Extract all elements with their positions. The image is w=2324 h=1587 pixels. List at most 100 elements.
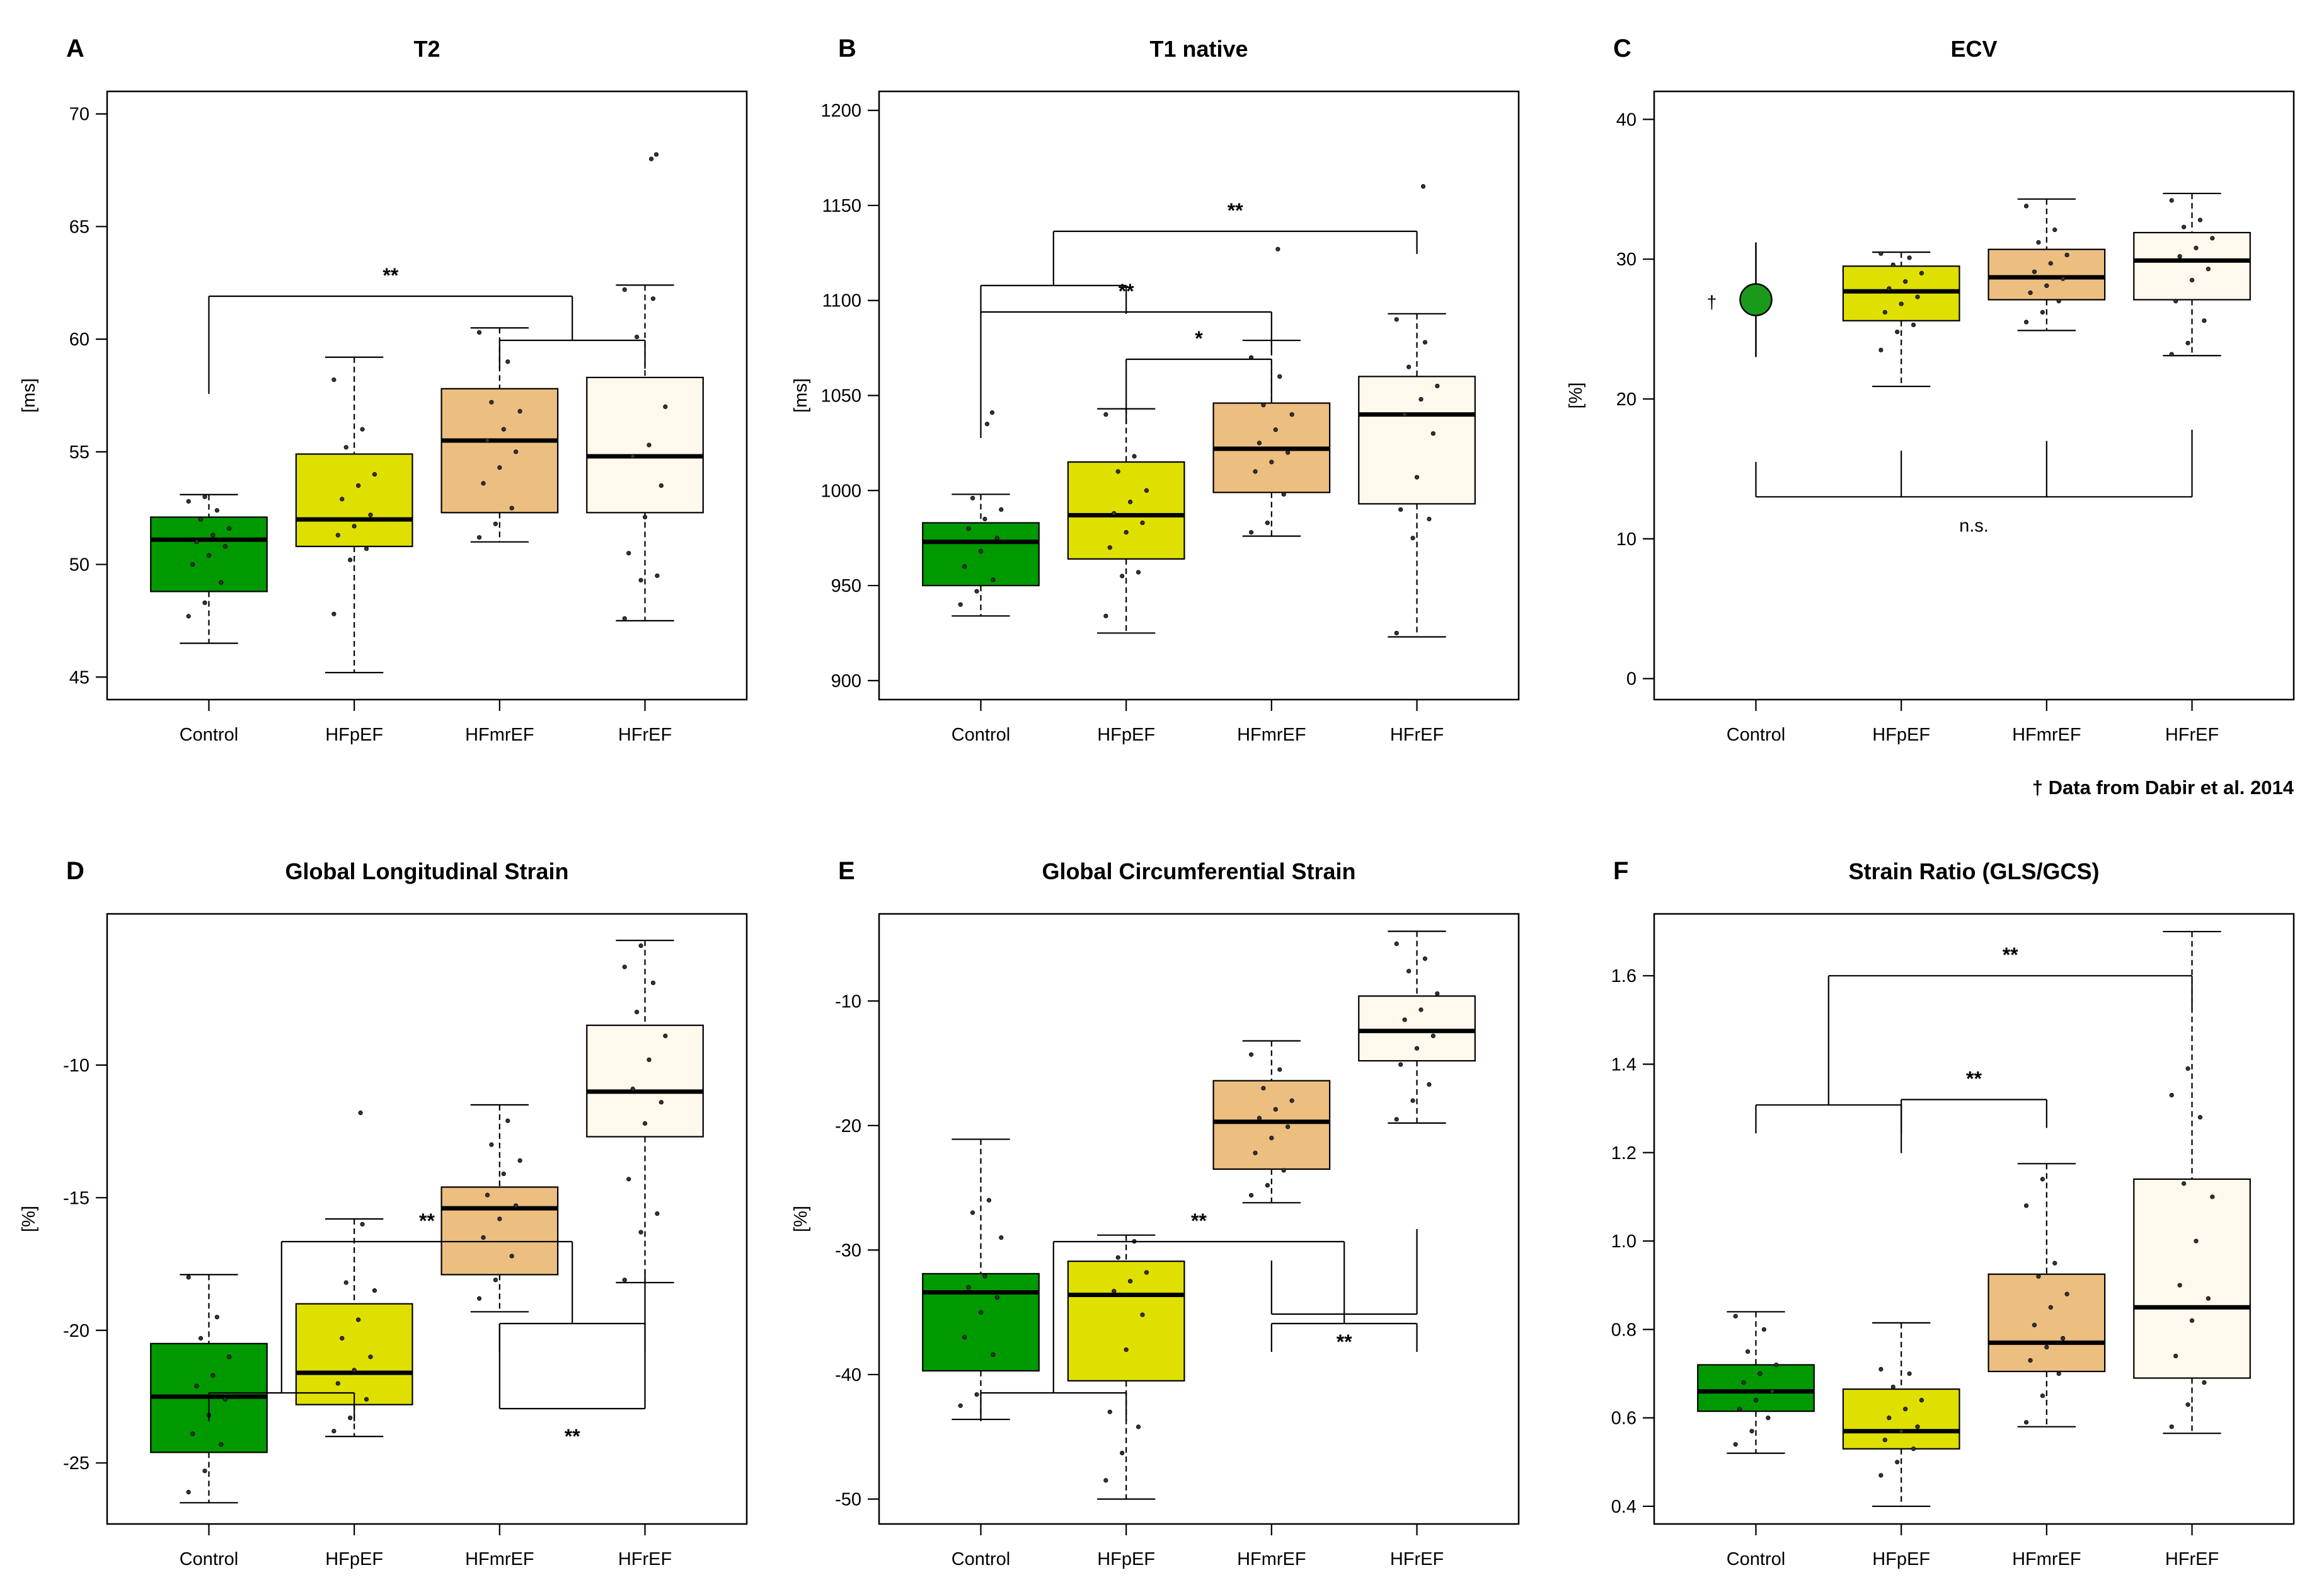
box-body — [1358, 995, 1476, 1062]
significance-bracket: ** — [1270, 1229, 1418, 1353]
outlier-point — [1275, 246, 1280, 251]
data-point — [331, 377, 337, 383]
data-point — [1269, 1135, 1274, 1141]
data-point — [1115, 469, 1120, 474]
data-point — [635, 334, 640, 340]
data-point — [966, 1285, 971, 1290]
box-Control — [922, 410, 1040, 617]
data-point — [647, 1057, 652, 1063]
data-point — [970, 495, 975, 500]
data-point — [626, 551, 631, 556]
data-point — [622, 964, 627, 969]
data-point — [1257, 1116, 1262, 1121]
data-point — [2056, 1371, 2061, 1376]
data-point — [1903, 1407, 1908, 1412]
data-point — [210, 533, 216, 538]
data-point — [1899, 1429, 1904, 1434]
data-point — [663, 404, 668, 409]
data-point — [2206, 267, 2211, 272]
data-point — [1103, 412, 1108, 417]
data-point — [2032, 269, 2037, 274]
x-tick-label: Control — [1727, 1549, 1786, 1569]
y-axis-label: [%] — [19, 1206, 39, 1232]
data-point — [991, 1352, 996, 1357]
y-tick-label: 950 — [831, 576, 861, 596]
data-point — [2185, 1402, 2190, 1407]
data-point — [331, 611, 337, 616]
data-point — [962, 564, 967, 569]
y-tick-label: 65 — [69, 217, 89, 237]
significance-bracket: * — [1125, 327, 1272, 424]
data-point — [364, 546, 369, 551]
data-point — [1273, 1107, 1278, 1112]
x-tick-label: Control — [952, 1549, 1011, 1569]
data-point — [642, 514, 648, 520]
box-body — [1987, 248, 2106, 301]
x-tick-label: HFpEF — [1097, 1549, 1155, 1569]
data-point — [1878, 1366, 1884, 1372]
y-axis-label: [ms] — [791, 378, 811, 413]
data-point — [1890, 1384, 1895, 1390]
y-tick-label: 1.2 — [1611, 1143, 1637, 1163]
data-point — [1435, 383, 1440, 389]
plot-frame — [1653, 90, 2295, 701]
data-point — [1915, 1424, 1920, 1429]
data-point — [476, 1296, 482, 1301]
data-point — [1915, 294, 1920, 299]
box-body — [922, 1272, 1040, 1372]
data-point — [1112, 511, 1117, 516]
data-point — [493, 1278, 498, 1283]
data-point — [1741, 1380, 1746, 1385]
data-point — [1248, 530, 1254, 535]
data-point — [1398, 507, 1403, 512]
data-point — [1286, 450, 1291, 455]
box-body — [1842, 1388, 1960, 1450]
data-point — [2202, 1380, 2207, 1385]
data-point — [202, 494, 207, 499]
data-point — [1402, 412, 1407, 417]
x-tick-label: Control — [180, 725, 239, 745]
data-point — [485, 1192, 490, 1197]
data-point — [476, 330, 482, 335]
data-point — [2182, 1181, 2187, 1186]
data-point — [1733, 1313, 1738, 1319]
significance-bracket: ** — [1755, 944, 2193, 1134]
data-point — [638, 1230, 643, 1235]
data-point — [1115, 1255, 1120, 1260]
data-point — [2028, 290, 2033, 296]
y-tick-label: -25 — [63, 1453, 89, 1474]
data-point — [1128, 1279, 1133, 1284]
panel-title: Global Circumferential Strain — [1042, 858, 1355, 884]
x-tick-label: HFrEF — [2165, 725, 2219, 745]
data-point — [1257, 441, 1262, 446]
data-point — [1394, 1117, 1399, 1122]
data-point — [1273, 427, 1278, 432]
data-point — [2197, 1115, 2203, 1120]
data-point — [638, 943, 643, 949]
y-tick-label: 0.6 — [1611, 1409, 1637, 1429]
x-tick-label: HFrEF — [1390, 1549, 1444, 1569]
data-point — [1281, 1168, 1286, 1173]
data-point — [186, 499, 191, 504]
data-point — [2064, 252, 2069, 258]
data-point — [509, 505, 514, 511]
y-tick-label: 1.0 — [1611, 1232, 1637, 1252]
data-point — [982, 1274, 987, 1279]
reference-dagger: † — [1706, 293, 1717, 313]
data-point — [210, 1373, 216, 1378]
data-point — [958, 602, 963, 607]
data-point — [222, 544, 227, 549]
plot-frame — [878, 913, 1520, 1525]
data-point — [1394, 317, 1399, 322]
data-point — [2177, 1283, 2182, 1288]
data-point — [966, 526, 971, 531]
data-point — [1120, 574, 1125, 579]
data-point — [356, 483, 361, 488]
box-HFmrEF — [1987, 198, 2106, 332]
data-point — [999, 1235, 1004, 1240]
data-point — [2064, 1291, 2069, 1296]
y-tick-label: 20 — [1616, 390, 1637, 410]
data-point — [1406, 969, 1412, 974]
y-tick-label: 0.8 — [1611, 1320, 1637, 1340]
data-point — [1774, 1362, 1779, 1368]
